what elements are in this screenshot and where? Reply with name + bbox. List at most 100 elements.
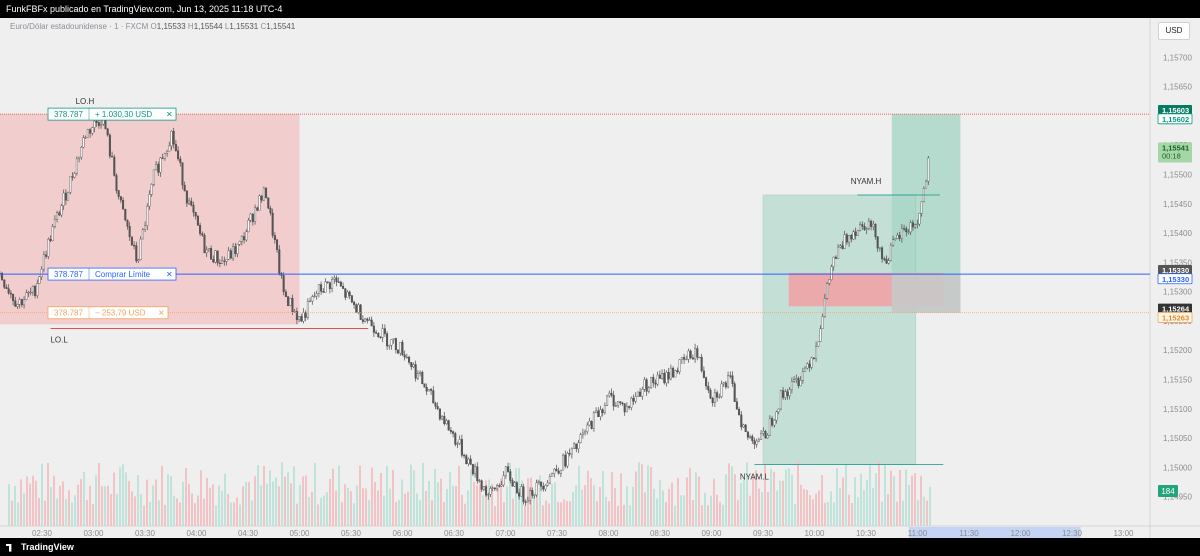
volume-bar — [752, 475, 754, 526]
volume-bar — [878, 461, 880, 526]
candle-body — [399, 341, 402, 354]
candle-body — [542, 485, 545, 490]
tradingview-logo-icon — [6, 543, 12, 552]
candle-body — [628, 406, 631, 408]
currency-button[interactable]: USD — [1158, 22, 1190, 40]
candle-body — [256, 207, 259, 211]
candle-body — [25, 292, 28, 301]
stop-loss-zone — [0, 114, 300, 325]
candle-body — [166, 151, 169, 154]
candle-body — [348, 291, 351, 296]
candle-body — [119, 196, 122, 201]
time-tick-label: 08:30 — [650, 529, 671, 538]
candle-body — [476, 466, 479, 482]
candle-body — [896, 235, 899, 239]
candle-body — [441, 416, 444, 420]
stop-price-outline-label-box — [1157, 312, 1193, 323]
candle-body — [733, 383, 736, 402]
volume-bar — [797, 461, 799, 526]
candle-body — [570, 447, 573, 455]
volume-bar — [479, 484, 481, 526]
volume-bar — [779, 480, 781, 526]
volume-bar — [365, 488, 367, 526]
volume-bar — [146, 479, 148, 526]
volume-bar — [71, 502, 73, 526]
volume-bar — [329, 479, 331, 526]
candle-body — [155, 163, 158, 171]
volume-bar — [29, 483, 31, 526]
tradingview-logo[interactable]: TradingView — [6, 538, 74, 556]
candle-body — [907, 231, 910, 233]
volume-bar — [818, 490, 820, 526]
candle-body — [702, 370, 705, 378]
candle-body — [60, 205, 63, 216]
candle-body — [42, 254, 45, 270]
volume-bar — [290, 483, 292, 526]
volume-bar — [599, 487, 601, 526]
volume-bar — [152, 485, 154, 526]
candle-body — [735, 401, 738, 410]
volume-bar — [362, 487, 364, 526]
candle-body — [238, 241, 241, 245]
candle-body — [271, 212, 274, 236]
candle-body — [434, 402, 437, 407]
volume-bar — [140, 493, 142, 526]
volume-bar — [164, 504, 166, 526]
candle-body — [392, 338, 395, 340]
candle-body — [454, 433, 457, 445]
volume-bar — [158, 500, 160, 526]
volume-bar — [785, 469, 787, 526]
candle-body — [144, 225, 147, 230]
volume-bar — [443, 502, 445, 526]
candle-body — [898, 235, 901, 239]
candle-body — [249, 213, 252, 221]
volume-bar — [533, 492, 535, 526]
time-tick-label: 05:00 — [289, 529, 310, 538]
candle-body — [850, 235, 853, 240]
volume-bar — [26, 476, 28, 526]
candle-body — [16, 304, 19, 307]
candle-body — [269, 208, 272, 214]
volume-bar — [77, 484, 79, 526]
candle-body — [894, 238, 897, 240]
candle-body — [775, 411, 778, 421]
candle-body — [430, 389, 433, 391]
candle-body — [139, 238, 142, 261]
volume-bar — [800, 484, 802, 526]
volume-bar — [899, 470, 901, 526]
candle-body — [14, 300, 17, 307]
entry-price-outline-label-box — [1157, 273, 1193, 285]
low-label: L — [224, 22, 230, 31]
candle-body — [652, 376, 655, 384]
candle-body — [713, 392, 716, 404]
candle-body — [674, 370, 677, 378]
candle-body — [313, 295, 316, 298]
price-chart[interactable]: LO.H LO.L NYAM.H NYAM.L 378.787 + 1.030,30 US… — [0, 18, 1200, 538]
volume-bar — [560, 502, 562, 526]
candle-body — [346, 291, 349, 298]
volume-bar — [788, 468, 790, 526]
candle-body — [410, 362, 413, 368]
volume-bar — [269, 470, 271, 526]
price-tick-label: 1,15000 — [1163, 463, 1192, 472]
candle-body — [705, 377, 708, 387]
candle-body — [845, 234, 848, 243]
candle-body — [812, 357, 815, 359]
limit-order-tag-box — [47, 267, 177, 281]
volume-bar — [401, 479, 403, 526]
candle-body — [225, 259, 228, 262]
volume-bar — [641, 464, 643, 526]
candle-body — [421, 371, 424, 384]
candle-body — [724, 382, 727, 388]
candle-body — [227, 250, 230, 260]
volume-bar — [908, 484, 910, 526]
volume-bar — [416, 493, 418, 526]
volume-bar — [287, 472, 289, 526]
price-tick-label: 1,15100 — [1163, 405, 1192, 414]
volume-bar — [32, 475, 34, 526]
candle-body — [566, 452, 569, 467]
volume-bar — [596, 501, 598, 526]
candle-body — [872, 223, 875, 227]
volume-bar — [833, 502, 835, 526]
volume-bar — [233, 502, 235, 526]
